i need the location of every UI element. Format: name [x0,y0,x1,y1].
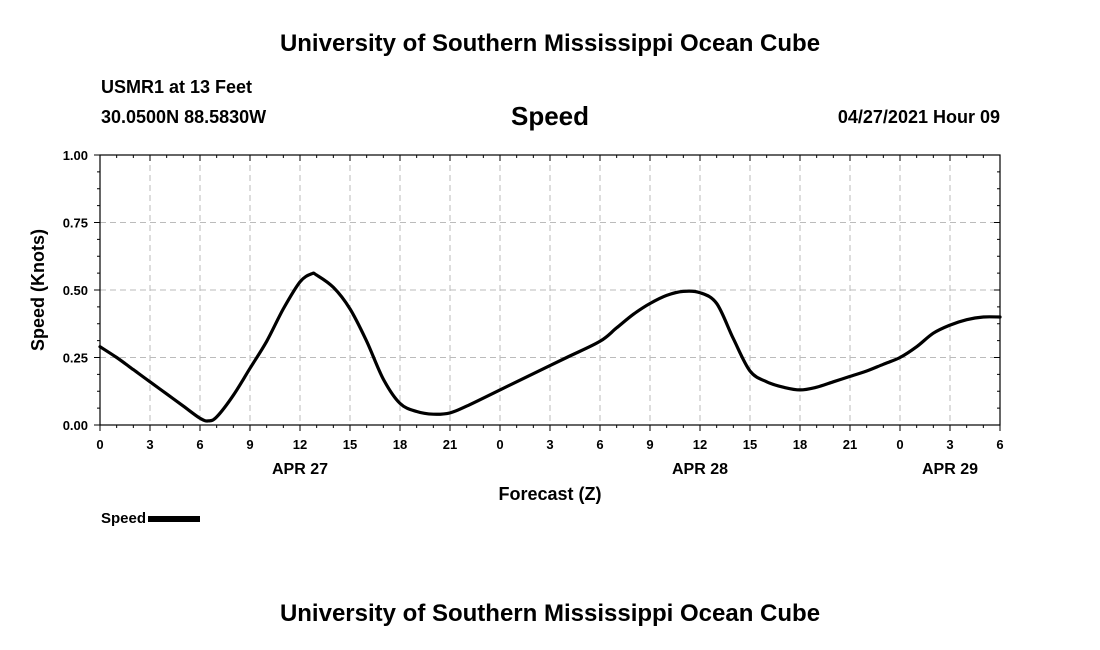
data-point [349,308,351,310]
data-point [499,389,501,391]
data-point [882,363,885,366]
data-point [732,337,735,340]
x-tick-label: 12 [693,437,707,452]
bottom-title: University of Southern Mississippi Ocean… [279,600,821,627]
y-tick-label: 0.25 [63,351,88,366]
data-point [699,291,701,294]
x-axis-title: Forecast (Z) [498,484,601,504]
data-point [865,370,868,372]
data-point [899,356,901,359]
x-tick-label: 6 [596,437,603,452]
series-layer [98,271,1002,423]
x-tick-label: 21 [443,437,457,452]
y-tick-label: 0.75 [63,216,88,231]
data-point [299,281,301,283]
data-point [449,412,451,414]
x-tick-label: 6 [996,437,1003,452]
data-point [782,386,785,389]
data-point [232,394,235,397]
x-tick-label: 0 [96,437,103,452]
x-tick-label: 15 [343,437,357,452]
x-tick-label: 9 [646,437,653,452]
legend: Speed [101,510,201,527]
data-point [565,356,568,359]
x-tick-label: 0 [496,437,503,452]
data-point [999,316,1001,318]
data-point [632,313,635,316]
data-point [249,367,251,370]
x-tick-label: 15 [743,437,757,452]
x-tick-label: 3 [546,437,553,452]
data-point [649,302,651,305]
data-point [182,405,185,407]
data-point [382,378,385,380]
data-point [965,318,968,321]
data-point [282,308,285,310]
data-point [365,340,368,343]
data-point [149,381,151,383]
data-point [465,405,468,407]
date-label: APR 28 [672,461,728,478]
axes [94,154,1001,431]
x-tick-label: 0 [896,437,903,452]
data-point [682,290,685,293]
x-tick-label: 3 [946,437,953,452]
coordinates-label: 30.0500N 88.5830W [101,107,267,127]
x-tick-label: 3 [146,437,153,452]
y-tick-label: 1.00 [63,148,88,163]
chart-title: Speed [510,101,590,131]
data-point [99,345,101,348]
data-point [265,340,268,343]
date-label: APR 29 [922,461,978,478]
forecast-datetime: 04/27/2021 Hour 09 [837,107,1000,127]
x-tick-label: 21 [843,437,857,452]
station-label: USMR1 at 13 Feet [101,77,253,97]
data-point [115,356,118,359]
x-tick-label: 9 [246,437,253,452]
y-axis-title: Speed (Knots) [28,229,48,351]
grid [100,155,1000,425]
top-title: University of Southern Mississippi Ocean… [279,30,821,57]
data-point [749,370,751,372]
data-point [132,368,135,371]
data-point [207,420,210,422]
data-point [982,316,985,318]
data-point [399,402,401,405]
y-tick-label: 0.00 [63,418,88,433]
data-point [310,273,313,275]
data-point [165,393,168,395]
data-point [199,417,201,420]
data-point [415,410,418,413]
data-point [665,294,668,297]
y-tick-label: 0.50 [63,283,88,298]
data-point [765,381,768,383]
x-tick-label: 12 [293,437,307,452]
x-tick-label: 18 [393,437,407,452]
data-point [599,340,601,343]
legend-swatch [148,516,201,523]
x-tick-label: 6 [196,437,203,452]
data-point [799,389,801,391]
data-point [215,416,218,418]
data-point [432,413,435,416]
legend-label: Speed [101,510,147,527]
data-point [915,345,918,348]
data-point [315,274,318,276]
date-label: APR 27 [272,461,328,478]
axis-labels: 0 3 6 9 12 15 18 21 0 3 6 9 12 15 18 21 0 3 6 APR 27 APR 28 A… [28,148,1004,504]
data-point [932,332,935,335]
data-point [615,327,618,329]
data-point [849,375,851,378]
data-point [715,302,718,305]
data-point [949,324,951,326]
data-point [815,386,818,389]
data-point [832,381,835,383]
x-tick-label: 18 [793,437,807,452]
data-point [332,286,335,289]
data-point [532,372,535,375]
